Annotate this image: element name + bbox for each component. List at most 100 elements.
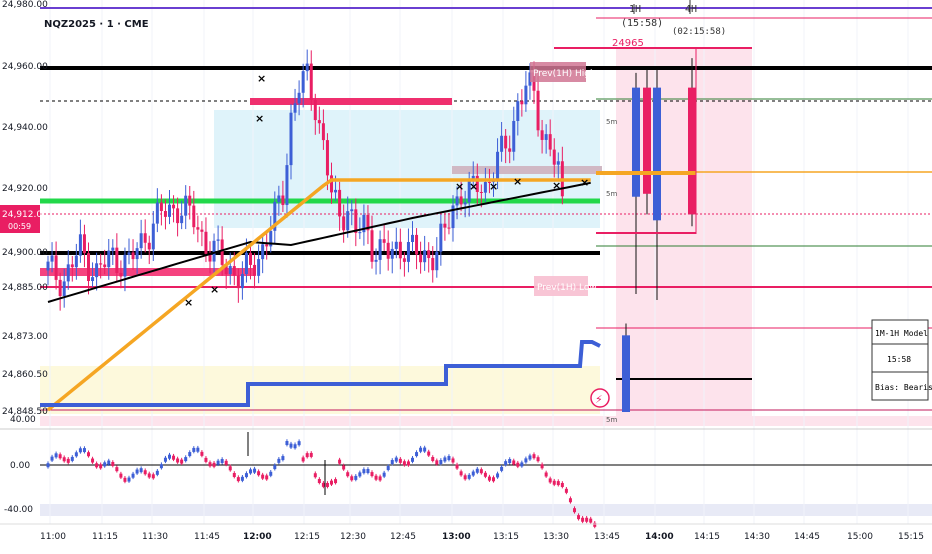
candle-body — [540, 130, 544, 140]
candle-body — [281, 195, 285, 206]
price-tick-label: 24,873.00 — [2, 332, 48, 342]
five-m-label-3: 5m — [606, 416, 617, 424]
osc-body — [443, 457, 447, 462]
osc-body — [301, 457, 305, 462]
x-marker: × — [210, 283, 219, 296]
candle-body — [131, 252, 135, 260]
osc-body — [78, 448, 82, 453]
price-tick-label: 24,940.00 — [2, 123, 48, 133]
osc-body — [224, 460, 228, 465]
osc-body — [548, 478, 552, 483]
osc-body — [382, 472, 386, 477]
candle-body — [338, 189, 342, 217]
time-tick-label: 11:00 — [40, 532, 66, 542]
candle-body — [244, 252, 248, 274]
osc-body — [317, 478, 321, 483]
candle-body — [402, 258, 406, 262]
htf-body — [653, 87, 661, 221]
current-price-badge — [0, 205, 40, 233]
osc-body — [70, 456, 74, 461]
candle-body — [70, 264, 74, 268]
osc-body — [297, 441, 301, 446]
htf-body — [643, 87, 651, 194]
osc-body — [172, 455, 176, 460]
candle-body — [115, 247, 119, 273]
osc-body — [62, 457, 66, 462]
osc-body — [46, 463, 50, 468]
x-marker: × — [455, 180, 464, 193]
candle-body — [370, 230, 374, 262]
candle-body — [249, 252, 252, 265]
price-tick-label: 24,848.50 — [2, 407, 48, 417]
osc-body — [455, 464, 459, 469]
time-tick-label: 15:15 — [898, 532, 924, 542]
osc-body — [216, 460, 220, 465]
candle-body — [350, 209, 354, 212]
bottom-pink-band — [40, 416, 932, 426]
candle-body — [443, 223, 447, 228]
candle-body — [180, 215, 184, 224]
osc-body — [220, 459, 224, 464]
osc-body — [212, 462, 216, 467]
osc-body — [378, 476, 382, 481]
osc-body — [159, 464, 163, 469]
candle-body — [257, 259, 261, 276]
osc-body — [427, 451, 431, 456]
time-tick-label: 13:45 — [594, 532, 620, 542]
ma-orange — [46, 178, 591, 412]
osc-body — [330, 480, 333, 485]
osc-body — [475, 468, 479, 473]
candle-body — [289, 112, 293, 166]
candle-body — [406, 242, 410, 262]
time-tick-label: 13:15 — [493, 532, 519, 542]
candle-body — [325, 140, 329, 176]
candle-body — [504, 135, 508, 149]
candle-body — [487, 182, 491, 184]
x-marker: × — [255, 112, 264, 125]
osc-body — [471, 471, 475, 476]
flash-icon-glyph: ⚡ — [595, 393, 603, 406]
candle-body — [240, 273, 244, 289]
price-tick-label: 24,960.00 — [2, 62, 48, 72]
candle-body — [253, 264, 257, 276]
osc-body — [99, 464, 103, 469]
ma-black — [47, 181, 591, 303]
osc-body — [362, 469, 366, 474]
model-table-timer: 15:58 — [887, 355, 911, 364]
osc-body — [244, 473, 248, 478]
osc-body — [386, 466, 390, 471]
osc-body — [184, 457, 188, 462]
candle-body — [62, 281, 66, 297]
candle-body — [317, 120, 321, 124]
osc-body — [577, 515, 581, 520]
timer-1h-label: (15:58) — [621, 18, 663, 29]
candle-body — [297, 92, 301, 104]
candle-body — [46, 261, 50, 271]
candle-body — [103, 264, 107, 268]
osc-body — [552, 480, 556, 485]
osc-body — [467, 474, 471, 479]
osc-body — [131, 473, 135, 478]
price-tick-label: 24,885.00 — [2, 283, 48, 293]
osc-low-band — [40, 504, 932, 516]
osc-body — [325, 482, 329, 487]
osc-tick-label: -40.00 — [4, 505, 33, 515]
candle-body — [467, 180, 471, 203]
osc-tick-label: 40.00 — [10, 415, 36, 425]
price-tick-label: 24,980.00 — [2, 0, 48, 10]
osc-body — [277, 458, 281, 463]
osc-body — [82, 448, 86, 453]
osc-body — [394, 457, 398, 462]
candle-body — [427, 250, 431, 259]
osc-body — [585, 517, 589, 522]
candle-body — [269, 230, 273, 247]
flash-icon[interactable] — [590, 388, 610, 408]
osc-body — [200, 451, 204, 456]
osc-body — [528, 455, 532, 460]
candle-body — [224, 264, 228, 275]
osc-body — [313, 473, 317, 478]
osc-body — [208, 462, 212, 467]
osc-body — [321, 482, 325, 487]
candle-body — [508, 148, 512, 152]
